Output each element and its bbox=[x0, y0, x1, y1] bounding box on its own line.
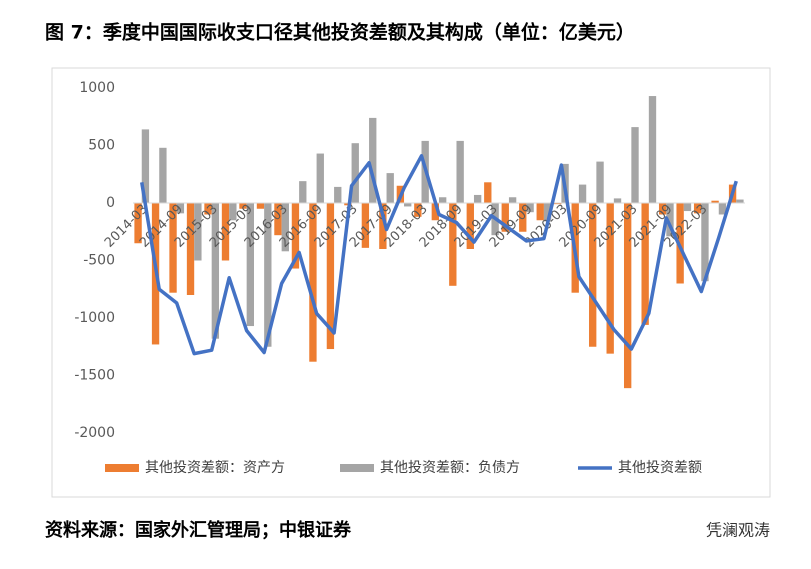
source: 资料来源：国家外汇管理局；中银证券 bbox=[45, 519, 352, 541]
bar bbox=[309, 203, 317, 362]
bar bbox=[473, 194, 482, 203]
bar bbox=[274, 203, 282, 236]
bar bbox=[456, 140, 464, 203]
bar bbox=[369, 117, 377, 203]
chart-frame bbox=[51, 67, 771, 498]
bar bbox=[641, 203, 649, 325]
bar bbox=[264, 203, 272, 347]
chart-title: 图 7：季度中国国际收支口径其他投资差额及其构成（单位：亿美元） bbox=[45, 21, 635, 44]
bar bbox=[351, 143, 359, 203]
y-tick-label: -1500 bbox=[74, 368, 115, 384]
bar bbox=[466, 203, 474, 249]
bar bbox=[291, 203, 300, 269]
bar bbox=[711, 200, 719, 203]
bar bbox=[596, 161, 604, 203]
bar bbox=[239, 203, 247, 209]
bar bbox=[718, 203, 727, 215]
legend-label: 其他投资差额：负债方 bbox=[380, 460, 520, 476]
bar bbox=[536, 203, 544, 221]
bar bbox=[386, 173, 394, 203]
line bbox=[140, 154, 738, 356]
bar bbox=[141, 129, 150, 203]
bar bbox=[221, 203, 230, 261]
bar bbox=[176, 203, 185, 214]
bar bbox=[693, 203, 702, 214]
bar bbox=[613, 198, 622, 203]
legend-swatch bbox=[105, 464, 139, 472]
y-tick-label: 1000 bbox=[79, 80, 115, 96]
bar bbox=[606, 203, 614, 354]
bar bbox=[484, 182, 492, 203]
bar bbox=[526, 203, 534, 213]
bar bbox=[431, 203, 439, 221]
bar bbox=[299, 181, 307, 203]
bar bbox=[554, 203, 562, 205]
bar bbox=[666, 203, 674, 237]
bar bbox=[519, 203, 527, 232]
bar bbox=[449, 203, 457, 286]
bar bbox=[736, 199, 744, 203]
bar bbox=[281, 203, 289, 252]
legend-label: 其他投资差额 bbox=[618, 460, 702, 476]
bar bbox=[439, 197, 447, 203]
bar bbox=[623, 203, 632, 389]
legend-label: 其他投资差额：资产方 bbox=[145, 460, 285, 476]
bar bbox=[169, 203, 177, 293]
bar bbox=[211, 203, 220, 339]
bar bbox=[334, 186, 342, 203]
bar bbox=[246, 203, 255, 327]
bar bbox=[379, 203, 387, 249]
bar bbox=[508, 197, 517, 203]
bar bbox=[589, 203, 597, 347]
y-tick-label: -2000 bbox=[74, 425, 115, 441]
y-tick-label: 500 bbox=[88, 138, 115, 154]
bar bbox=[204, 203, 212, 215]
bar bbox=[631, 127, 639, 203]
bar bbox=[134, 203, 142, 244]
legend-swatch bbox=[340, 464, 374, 472]
bar bbox=[543, 203, 552, 222]
bar bbox=[194, 203, 202, 261]
bar bbox=[414, 203, 422, 217]
bar bbox=[701, 203, 709, 282]
y-tick-label: -1000 bbox=[74, 310, 115, 326]
bar bbox=[316, 153, 324, 203]
bar bbox=[361, 203, 370, 248]
bar bbox=[326, 203, 335, 350]
bar bbox=[229, 203, 237, 221]
bar bbox=[159, 147, 167, 203]
bar bbox=[501, 203, 509, 232]
bar bbox=[186, 203, 195, 295]
watermark: 凭澜观涛 bbox=[706, 521, 770, 540]
y-tick-label: 0 bbox=[106, 195, 115, 211]
bar bbox=[404, 203, 412, 207]
y-tick-label: -500 bbox=[83, 253, 115, 269]
bar bbox=[683, 203, 692, 212]
bar bbox=[658, 203, 667, 215]
bar bbox=[648, 96, 657, 203]
bar bbox=[256, 203, 265, 209]
bar bbox=[578, 184, 587, 203]
